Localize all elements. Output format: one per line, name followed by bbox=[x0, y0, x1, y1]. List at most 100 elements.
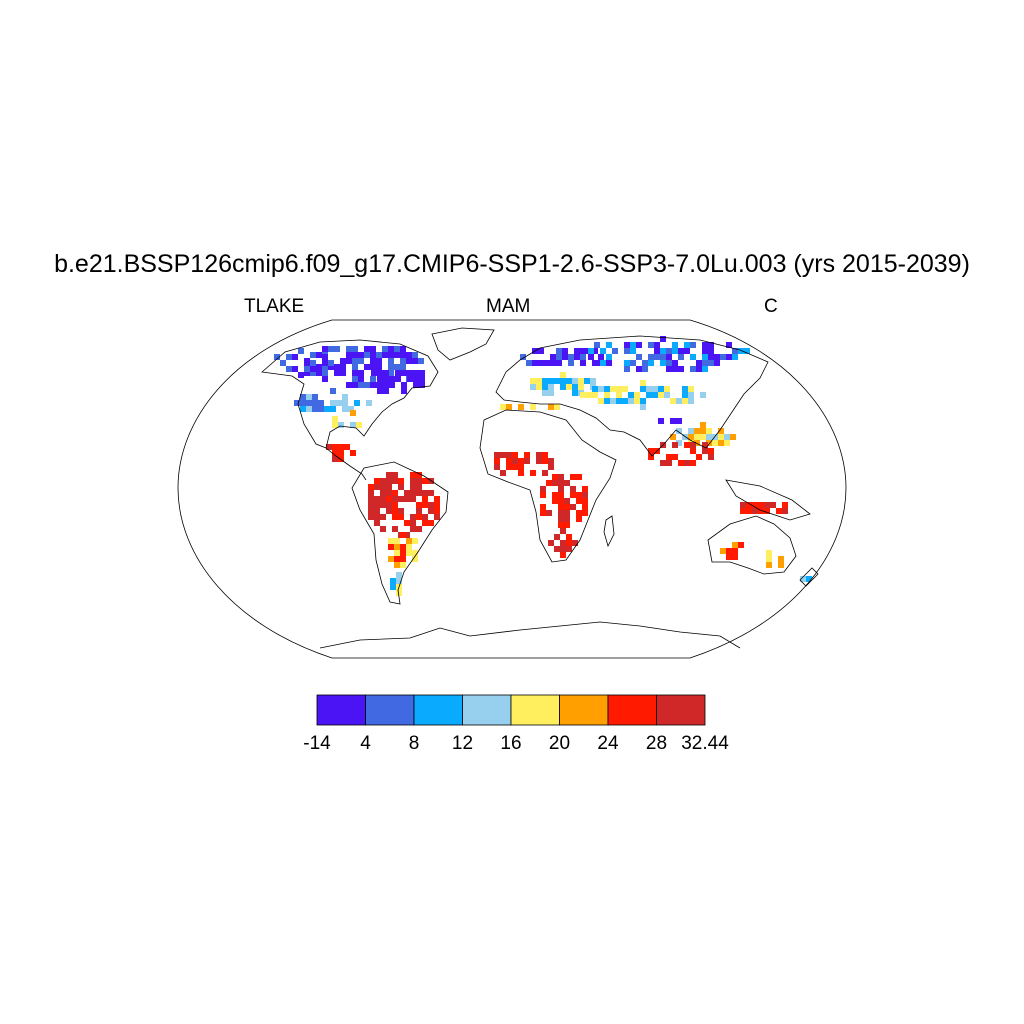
temperature-cell bbox=[592, 386, 598, 392]
temperature-cell bbox=[383, 370, 389, 376]
temperature-cell bbox=[594, 360, 600, 366]
temperature-cell bbox=[648, 354, 654, 360]
temperature-cell bbox=[740, 502, 746, 508]
temperature-cell bbox=[726, 354, 732, 360]
temperature-cell bbox=[400, 346, 406, 352]
temperature-cell bbox=[702, 348, 708, 354]
temperature-cell bbox=[330, 388, 336, 394]
temperature-cell bbox=[538, 348, 544, 354]
temperature-cell bbox=[666, 454, 672, 460]
temperature-cell bbox=[416, 514, 422, 520]
temperature-cell bbox=[640, 380, 646, 386]
temperature-cell bbox=[416, 490, 422, 496]
temperature-cell bbox=[676, 418, 682, 424]
temperature-cell bbox=[670, 434, 676, 440]
temperature-cell bbox=[560, 378, 566, 384]
temperature-cell bbox=[346, 346, 352, 352]
temperature-cell bbox=[406, 550, 412, 556]
temperature-cell bbox=[724, 434, 730, 440]
temperature-cell bbox=[558, 492, 564, 498]
temperature-cell bbox=[764, 508, 770, 514]
temperature-cell bbox=[370, 346, 376, 352]
temperature-cell bbox=[342, 406, 348, 412]
temperature-cell bbox=[395, 370, 401, 376]
temperature-cell bbox=[390, 578, 396, 584]
temperature-cell bbox=[688, 398, 694, 404]
temperature-cell bbox=[386, 508, 392, 514]
temperature-cell bbox=[434, 496, 440, 502]
temperature-cell bbox=[702, 342, 708, 348]
temperature-cell bbox=[394, 550, 400, 556]
temperature-cell bbox=[376, 364, 382, 370]
units-label: C bbox=[764, 296, 778, 317]
temperature-cell bbox=[676, 440, 682, 446]
temperature-cell bbox=[412, 556, 418, 562]
temperature-cell bbox=[642, 360, 648, 366]
temperature-cell bbox=[568, 360, 574, 366]
temperature-cell bbox=[670, 398, 676, 404]
temperature-cell bbox=[382, 346, 388, 352]
temperature-cell bbox=[334, 370, 340, 376]
temperature-cell bbox=[546, 480, 552, 486]
temperature-cell bbox=[524, 452, 530, 458]
temperature-cell bbox=[346, 352, 352, 358]
temperature-cell bbox=[540, 486, 546, 492]
temperature-cell bbox=[682, 398, 688, 404]
temperature-cell bbox=[404, 490, 410, 496]
temperature-cell bbox=[572, 378, 578, 384]
temperature-cell bbox=[718, 440, 724, 446]
temperature-cell bbox=[413, 382, 419, 388]
temperature-cell bbox=[368, 508, 374, 514]
temperature-cell bbox=[744, 348, 750, 354]
temperature-cell bbox=[304, 366, 310, 372]
temperature-cell bbox=[622, 398, 628, 404]
temperature-cell bbox=[564, 480, 570, 486]
temperature-cell bbox=[398, 514, 404, 520]
temperature-cell bbox=[332, 416, 338, 422]
temperature-cell bbox=[590, 378, 596, 384]
temperature-cell bbox=[688, 386, 694, 392]
temperature-cell bbox=[344, 444, 350, 450]
temperature-cell bbox=[394, 538, 400, 544]
temperature-cell bbox=[330, 406, 336, 412]
temperature-cell bbox=[364, 352, 370, 358]
temperature-cell bbox=[530, 470, 536, 476]
temperature-cell bbox=[666, 360, 672, 366]
temperature-cell bbox=[546, 510, 552, 516]
temperature-cell bbox=[566, 540, 572, 546]
temperature-cell bbox=[702, 442, 708, 448]
temperature-cell bbox=[336, 400, 342, 406]
temperature-cell bbox=[604, 398, 610, 404]
colorbar-tick-label: 20 bbox=[548, 733, 571, 754]
temperature-cell bbox=[324, 406, 330, 412]
colorbar-swatch bbox=[656, 694, 706, 726]
temperature-cell bbox=[350, 450, 356, 456]
temperature-cell bbox=[576, 498, 582, 504]
temperature-cell bbox=[684, 460, 690, 466]
temperature-cell bbox=[560, 540, 566, 546]
temperature-cell bbox=[395, 376, 401, 382]
coastline-australia bbox=[707, 515, 797, 575]
colorbar-swatch bbox=[413, 694, 463, 726]
temperature-cell bbox=[636, 354, 642, 360]
temperature-cell bbox=[598, 398, 604, 404]
temperature-cell bbox=[592, 348, 598, 354]
temperature-cell bbox=[380, 478, 386, 484]
temperature-cell bbox=[564, 504, 570, 510]
temperature-cell bbox=[672, 348, 678, 354]
temperature-cell bbox=[530, 378, 536, 384]
temperature-cell bbox=[392, 508, 398, 514]
temperature-cell bbox=[708, 354, 714, 360]
temperature-cell bbox=[570, 492, 576, 498]
temperature-cell bbox=[688, 392, 694, 398]
temperature-cell bbox=[690, 366, 696, 372]
temperature-cell bbox=[558, 522, 564, 528]
temperature-cell bbox=[418, 358, 424, 364]
temperature-cell bbox=[322, 370, 328, 376]
temperature-cell bbox=[564, 510, 570, 516]
temperature-cell bbox=[586, 392, 592, 398]
temperature-cell bbox=[672, 366, 678, 372]
temperature-cell bbox=[648, 448, 654, 454]
colorbar-tick-label: 8 bbox=[408, 733, 420, 754]
temperature-cell bbox=[554, 534, 560, 540]
